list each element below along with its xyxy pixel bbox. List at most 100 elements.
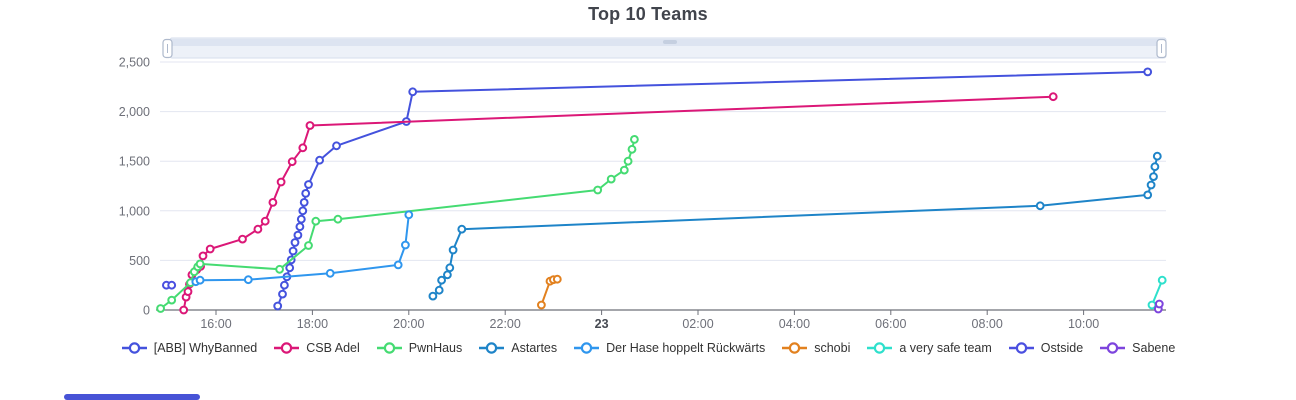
chart-plot-area: 0 500 1,000 1,500 2,000 2,500 16:00 18:00 20:00 2… <box>119 37 1167 331</box>
y-axis-label-2000: 2,000 <box>119 105 150 119</box>
legend-marker-icon <box>479 342 505 354</box>
x-axis-label-22:00: 22:00 <box>490 317 521 331</box>
data-point-csb-adel <box>253 224 263 234</box>
data-point-schobi <box>537 300 546 310</box>
legend-marker-icon <box>121 342 147 354</box>
data-point-abb-whybanned <box>298 206 308 216</box>
legend-marker-icon <box>376 342 402 354</box>
data-point-csb-adel <box>183 287 193 297</box>
x-axis-label-16:00: 16:00 <box>200 317 231 331</box>
data-point-ostside <box>167 280 177 290</box>
data-point-pwnhaus <box>606 174 616 184</box>
data-point-csb-adel <box>205 244 215 254</box>
data-point-csb-adel <box>198 251 208 261</box>
legend-item-ostside[interactable]: Ostside <box>1008 341 1083 355</box>
chart-title: Top 10 Teams <box>588 4 708 24</box>
x-axis-label-04:00: 04:00 <box>779 317 810 331</box>
legend-marker-icon <box>867 342 893 354</box>
data-point-astartes <box>1143 190 1153 200</box>
legend-label: CSB Adel <box>306 341 360 355</box>
data-point-abb-whybanned <box>301 189 311 198</box>
x-axis-label-02:00: 02:00 <box>682 317 713 331</box>
data-point-abb-whybanned <box>290 238 300 247</box>
datazoom-move-handle-icon[interactable] <box>663 40 677 44</box>
data-point-astartes <box>437 275 447 285</box>
data-point-pwnhaus <box>195 259 205 269</box>
data-point-der-hase-hoppelt-r-ckw-rts <box>393 260 403 270</box>
data-point-schobi <box>552 274 562 284</box>
series-sabene <box>1153 299 1164 314</box>
data-point-csb-adel <box>179 305 189 315</box>
legend-marker-icon <box>274 342 300 354</box>
data-point-abb-whybanned <box>293 230 303 240</box>
series-der-hase-hoppelt-r-ckw-rts <box>191 210 414 287</box>
data-point-der-hase-hoppelt-r-ckw-rts <box>404 210 414 220</box>
y-axis-label-2500: 2,500 <box>119 56 150 70</box>
data-point-csb-adel <box>268 198 278 207</box>
y-axis-label-500: 500 <box>129 254 150 268</box>
data-point-csb-adel <box>298 143 308 153</box>
data-point-pwnhaus <box>333 214 343 224</box>
data-point-pwnhaus <box>156 304 166 313</box>
scrollbar-thumb[interactable] <box>64 394 200 400</box>
series-line-abb-whybanned <box>276 70 1149 307</box>
legend-item-sabene[interactable]: Sabene <box>1099 341 1175 355</box>
series-line-astartes <box>431 155 1159 298</box>
x-axis-label-20:00: 20:00 <box>393 317 424 331</box>
data-point-pwnhaus <box>167 295 177 305</box>
legend-marker-icon <box>1100 342 1126 354</box>
data-point-csb-adel <box>260 216 270 226</box>
data-point-astartes <box>1035 201 1045 211</box>
data-point-astartes <box>443 270 452 280</box>
legend-item-astartes[interactable]: Astartes <box>478 341 557 355</box>
data-point-abb-whybanned <box>295 222 305 232</box>
data-point-abb-whybanned <box>280 280 289 290</box>
data-point-pwnhaus <box>619 165 629 175</box>
data-point-astartes <box>428 291 438 301</box>
chart-legend: [ABB] WhyBanned CSB Adel PwnHaus Astartes De… <box>0 341 1296 355</box>
data-point-a-very-safe-team <box>1157 275 1167 285</box>
data-point-abb-whybanned <box>1143 67 1153 77</box>
legend-item-schobi[interactable]: schobi <box>781 341 850 355</box>
legend-label: schobi <box>814 341 851 355</box>
data-point-pwnhaus <box>311 216 321 226</box>
legend-item-der-hase-hoppelt-r-ckw-rts[interactable]: Der Hase hoppelt Rückwärts <box>573 341 765 355</box>
y-axis-label-1000: 1,000 <box>119 204 150 218</box>
data-point-csb-adel <box>1048 92 1058 102</box>
legend-label: Astartes <box>511 341 558 355</box>
data-point-pwnhaus <box>627 144 637 154</box>
x-axis-label-18:00: 18:00 <box>297 317 328 331</box>
x-axis-label-08:00: 08:00 <box>972 317 1003 331</box>
data-point-csb-adel <box>238 234 247 244</box>
x-axis-label-23: 23 <box>595 317 609 331</box>
data-point-pwnhaus <box>304 241 313 250</box>
series-line-pwnhaus <box>159 138 636 310</box>
series-pwnhaus <box>156 135 639 313</box>
data-point-der-hase-hoppelt-r-ckw-rts <box>401 240 410 250</box>
data-point-abb-whybanned <box>332 141 341 151</box>
legend-item-csb-adel[interactable]: CSB Adel <box>273 341 360 355</box>
data-point-astartes <box>1149 172 1158 182</box>
legend-item-abb-whybanned[interactable]: [ABB] WhyBanned <box>121 341 257 355</box>
data-point-abb-whybanned <box>273 301 283 311</box>
legend-label: a very safe team <box>899 341 992 355</box>
x-axis-label-06:00: 06:00 <box>875 317 906 331</box>
y-axis-label-1500: 1,500 <box>119 155 150 169</box>
data-point-pwnhaus <box>593 185 603 195</box>
data-point-abb-whybanned <box>304 180 313 189</box>
data-point-csb-adel <box>276 177 286 187</box>
legend-item-pwnhaus[interactable]: PwnHaus <box>376 341 462 355</box>
data-point-astartes <box>1146 180 1156 190</box>
data-point-astartes <box>445 263 455 273</box>
data-point-abb-whybanned <box>288 246 298 256</box>
data-point-astartes <box>434 285 444 295</box>
legend-label: Sabene <box>1132 341 1176 355</box>
data-point-der-hase-hoppelt-r-ckw-rts <box>195 275 205 285</box>
data-point-abb-whybanned <box>278 289 287 299</box>
legend-label: Ostside <box>1040 341 1084 355</box>
data-point-abb-whybanned <box>408 87 418 97</box>
legend-item-a-very-safe-team[interactable]: a very safe team <box>866 341 992 355</box>
data-point-astartes <box>1150 162 1160 172</box>
data-point-pwnhaus <box>275 264 285 274</box>
data-point-astartes <box>1152 151 1162 161</box>
